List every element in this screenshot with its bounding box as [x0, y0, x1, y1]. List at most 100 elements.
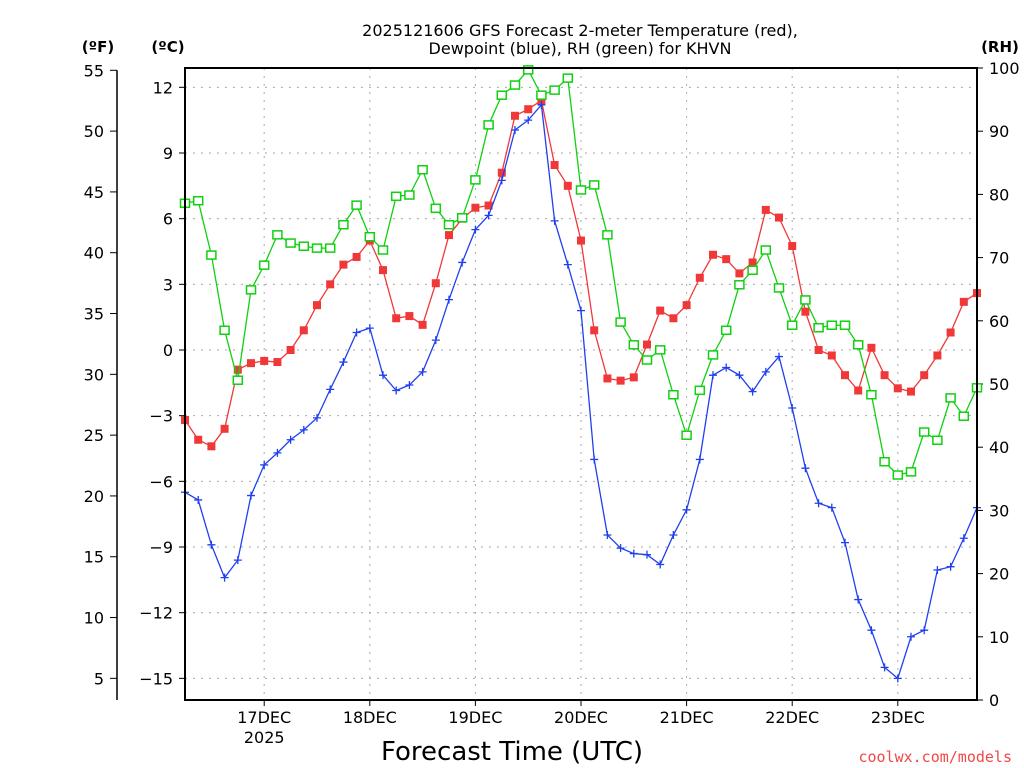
temperature-point	[695, 273, 704, 282]
temperature-point	[616, 376, 625, 385]
dewpoint-point	[379, 371, 387, 380]
temperature-point	[233, 365, 242, 374]
dewpoint-point	[326, 385, 335, 394]
temperature-point	[841, 371, 849, 380]
rh-point	[773, 283, 785, 293]
dewpoint-point	[260, 460, 269, 469]
temperature-point	[959, 297, 968, 306]
dewpoint-point	[867, 626, 876, 635]
dewpoint-point	[392, 386, 401, 395]
temperature-point	[418, 320, 427, 329]
temperature-point	[761, 205, 770, 214]
rh-unit-label: (RH)	[981, 38, 1019, 56]
rh-point	[311, 243, 323, 253]
temperature-point	[484, 201, 493, 210]
rh-point	[509, 80, 521, 90]
rh-point	[668, 389, 679, 400]
dewpoint-point	[643, 550, 651, 559]
x-tick-label: 17DEC	[237, 708, 291, 727]
dewpoint-point	[590, 455, 599, 464]
fahrenheit-tick-label: 5	[94, 669, 104, 688]
dewpoint-point	[629, 549, 638, 558]
celsius-tick-label: 12	[153, 78, 173, 97]
rh-point	[390, 191, 402, 202]
dewpoint-point	[458, 258, 467, 267]
temperature-point	[722, 255, 731, 264]
rh-point	[628, 340, 640, 350]
rh-point	[892, 470, 904, 480]
rh-line	[184, 68, 978, 476]
temperature-point	[788, 242, 797, 251]
fahrenheit-tick-label: 50	[84, 122, 104, 141]
rh-tick-label: 80	[989, 185, 1009, 204]
temperature-point	[933, 351, 942, 360]
dewpoint-point	[788, 404, 797, 413]
rh-tick-label: 10	[989, 628, 1009, 647]
rh-point	[852, 340, 864, 350]
temperature-point	[880, 371, 889, 380]
dewpoint-point	[418, 367, 427, 376]
rh-point	[813, 323, 824, 333]
rh-point	[681, 430, 692, 440]
celsius-tick-label: 0	[163, 341, 173, 360]
rh-point	[707, 350, 719, 360]
rh-point	[338, 219, 349, 230]
temperature-point	[445, 231, 453, 240]
celsius-tick-label: 6	[163, 210, 173, 229]
dewpoint-point	[247, 491, 255, 500]
rh-point	[351, 200, 362, 210]
rh-point	[760, 245, 772, 255]
temperature-point	[207, 442, 216, 451]
celsius-tick-label: 3	[163, 275, 173, 294]
temperature-point	[801, 307, 810, 316]
dewpoint-point	[220, 573, 229, 582]
dewpoint-point	[550, 216, 559, 225]
fahrenheit-tick-label: 15	[84, 548, 104, 567]
temperature-point	[563, 181, 572, 190]
dewpoint-point	[537, 100, 546, 109]
dewpoint-point	[445, 295, 453, 304]
dewpoint-point	[471, 225, 480, 234]
plot-frame	[184, 67, 978, 701]
temperature-point	[827, 351, 836, 360]
rh-point	[734, 280, 745, 290]
rh-tick-label: 100	[989, 59, 1020, 78]
x-tick-label: 23DEC	[871, 708, 925, 727]
rh-tick-label: 70	[989, 249, 1009, 268]
rh-point	[364, 231, 376, 242]
dewpoint-point	[893, 674, 902, 683]
dewpoint-point	[748, 387, 757, 396]
temperature-point	[775, 213, 783, 222]
temperature-point	[379, 266, 387, 275]
rh-point	[377, 245, 389, 255]
x-tick-label: 20DEC	[554, 708, 608, 727]
temperature-point	[893, 384, 902, 393]
dewpoint-point	[880, 663, 889, 672]
rh-point	[245, 285, 257, 295]
rh-tick-label: 90	[989, 122, 1009, 141]
rh-point	[324, 243, 336, 253]
temperature-point	[273, 358, 282, 367]
rh-tick-label: 20	[989, 565, 1009, 584]
fahrenheit-tick-label: 35	[84, 305, 104, 324]
rh-point	[575, 185, 587, 195]
fahrenheit-tick-label: 55	[84, 61, 104, 80]
dewpoint-point	[814, 499, 823, 508]
chart-title-line-2: Dewpoint (blue), RH (green) for KHVN	[429, 39, 732, 58]
rh-point	[285, 238, 296, 248]
dewpoint-point	[735, 371, 744, 380]
temperature-point	[709, 250, 717, 259]
rh-point	[404, 190, 415, 200]
rh-point	[219, 325, 230, 336]
rh-point	[694, 385, 706, 396]
temperature-point	[577, 236, 585, 245]
rh-point	[206, 250, 217, 260]
temperature-point	[220, 424, 229, 433]
rh-point	[786, 320, 798, 330]
rh-point	[232, 375, 244, 385]
rh-point	[272, 230, 283, 240]
dewpoint-point	[233, 556, 242, 565]
dewpoint-point	[946, 562, 955, 571]
temperature-point	[590, 326, 599, 335]
rh-point	[602, 230, 613, 240]
